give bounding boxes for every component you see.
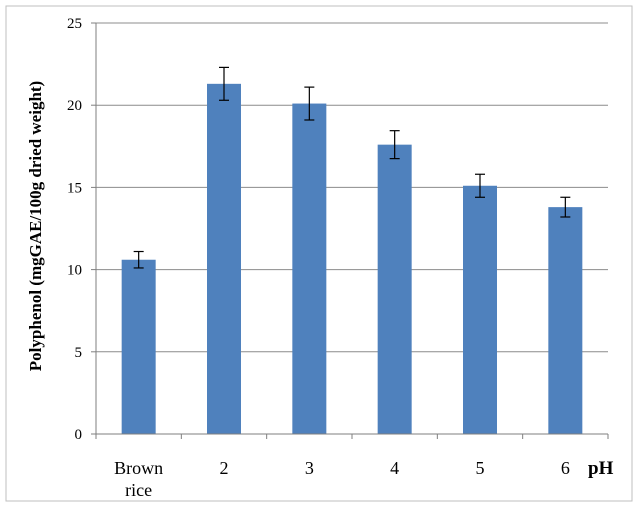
gridlines (96, 22, 608, 353)
bar (121, 259, 156, 434)
bar (292, 103, 327, 434)
x-tick-label: 5 (476, 458, 485, 478)
y-axis-title: Polyphenol (mgGAE/100g dried weight) (26, 81, 45, 371)
y-tick-label: 0 (75, 427, 83, 443)
x-tick-label: 2 (220, 458, 229, 478)
tick-labels: 0 5 10 15 20 25 Brown rice 2 3 4 5 6 (67, 16, 570, 500)
bar (548, 207, 583, 434)
x-tick-label-line: Brown (114, 458, 163, 478)
x-tick-label-line: 5 (476, 458, 485, 478)
bar (463, 185, 497, 434)
x-tick-label: 3 (305, 458, 314, 478)
y-tick-label: 10 (67, 263, 82, 279)
y-tick-label: 25 (67, 16, 82, 32)
y-tick-label: 20 (67, 98, 82, 114)
x-tick-label: 4 (390, 458, 399, 478)
x-tick-label-line: 6 (561, 458, 570, 478)
bar (207, 83, 241, 434)
bar (377, 144, 412, 434)
x-axis-title: pH (588, 458, 614, 479)
error-bars (133, 66, 571, 269)
axes (91, 22, 609, 439)
y-tick-label: 5 (75, 345, 83, 361)
y-tick-label: 15 (67, 180, 82, 196)
x-tick-label: Brown rice (114, 458, 163, 500)
bars (121, 83, 583, 434)
x-tick-label-line: rice (125, 480, 152, 500)
x-tick-label: 6 (561, 458, 570, 478)
x-tick-label-line: 4 (390, 458, 399, 478)
x-tick-label-line: 3 (305, 458, 314, 478)
x-tick-label-line: 2 (220, 458, 229, 478)
